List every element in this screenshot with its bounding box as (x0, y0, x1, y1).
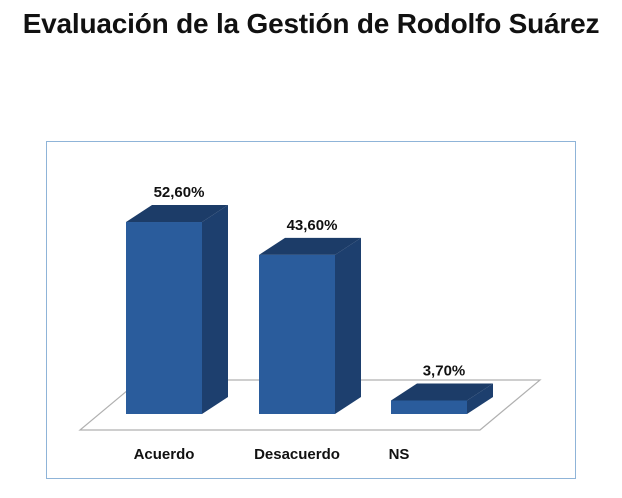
bar-front-face (126, 222, 202, 414)
bar-side-face (467, 383, 493, 414)
bar-acuerdo (126, 205, 228, 414)
chart-title: Evaluación de la Gestión de Rodolfo Suár… (22, 8, 600, 39)
bar-side-face (202, 205, 228, 414)
bar-top-face (259, 237, 361, 255)
data-label: 43,60% (287, 217, 338, 234)
bar-desacuerdo (259, 237, 361, 414)
bar-top-face (126, 205, 228, 223)
category-label: NS (389, 446, 410, 463)
category-label: Acuerdo (134, 446, 195, 463)
bars-group (126, 205, 493, 414)
data-label: 52,60% (154, 184, 205, 201)
bar-front-face (259, 254, 335, 414)
bar-side-face (335, 237, 361, 414)
bar-front-face (391, 400, 467, 414)
category-label: Desacuerdo (254, 446, 340, 463)
bar-ns (391, 383, 493, 414)
bar-top-face (391, 383, 493, 401)
labels-group: 52,60% Acuerdo 43,60% Desacuerdo 3,70% NS (134, 184, 466, 463)
data-label: 3,70% (423, 362, 466, 379)
